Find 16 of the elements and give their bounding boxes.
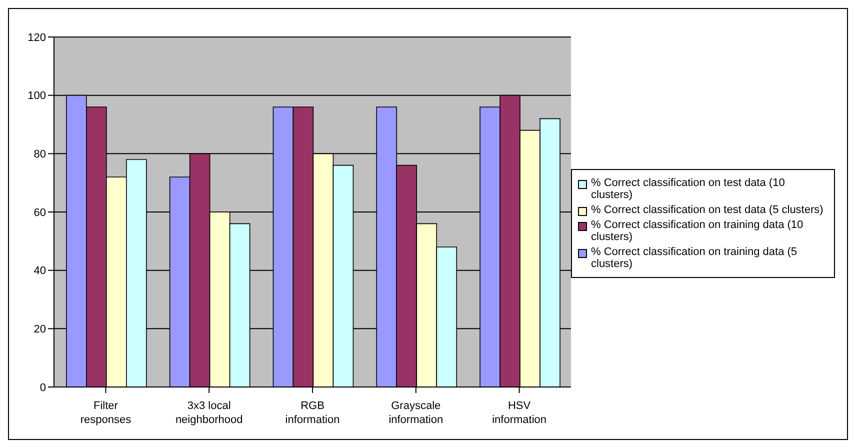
y-tick-label: 120 <box>28 32 46 44</box>
x-tick-label: RGB information <box>285 400 340 426</box>
legend-label: % Correct classification on test data (10 clusters) <box>591 176 786 200</box>
y-tick-label: 20 <box>34 324 46 336</box>
x-tick-label: Grayscale information <box>388 400 444 426</box>
x-tick-label: Filter responses <box>80 400 132 426</box>
y-tick-label: 100 <box>28 90 46 102</box>
y-tick-label: 0 <box>40 382 46 394</box>
legend-label: % Correct classification on training data (5 clusters) <box>591 246 798 270</box>
legend-label: % Correct classification on training data (10 clusters) <box>591 218 804 242</box>
x-tick-label: 3x3 local neighborhood <box>175 400 243 426</box>
y-tick-label: 60 <box>34 206 46 219</box>
legend-label: % Correct classification on test data (5 clusters) <box>591 204 824 216</box>
y-tick-label: 80 <box>34 148 46 161</box>
y-tick-label: 40 <box>34 265 46 278</box>
x-tick-label: HSV information <box>492 400 547 426</box>
